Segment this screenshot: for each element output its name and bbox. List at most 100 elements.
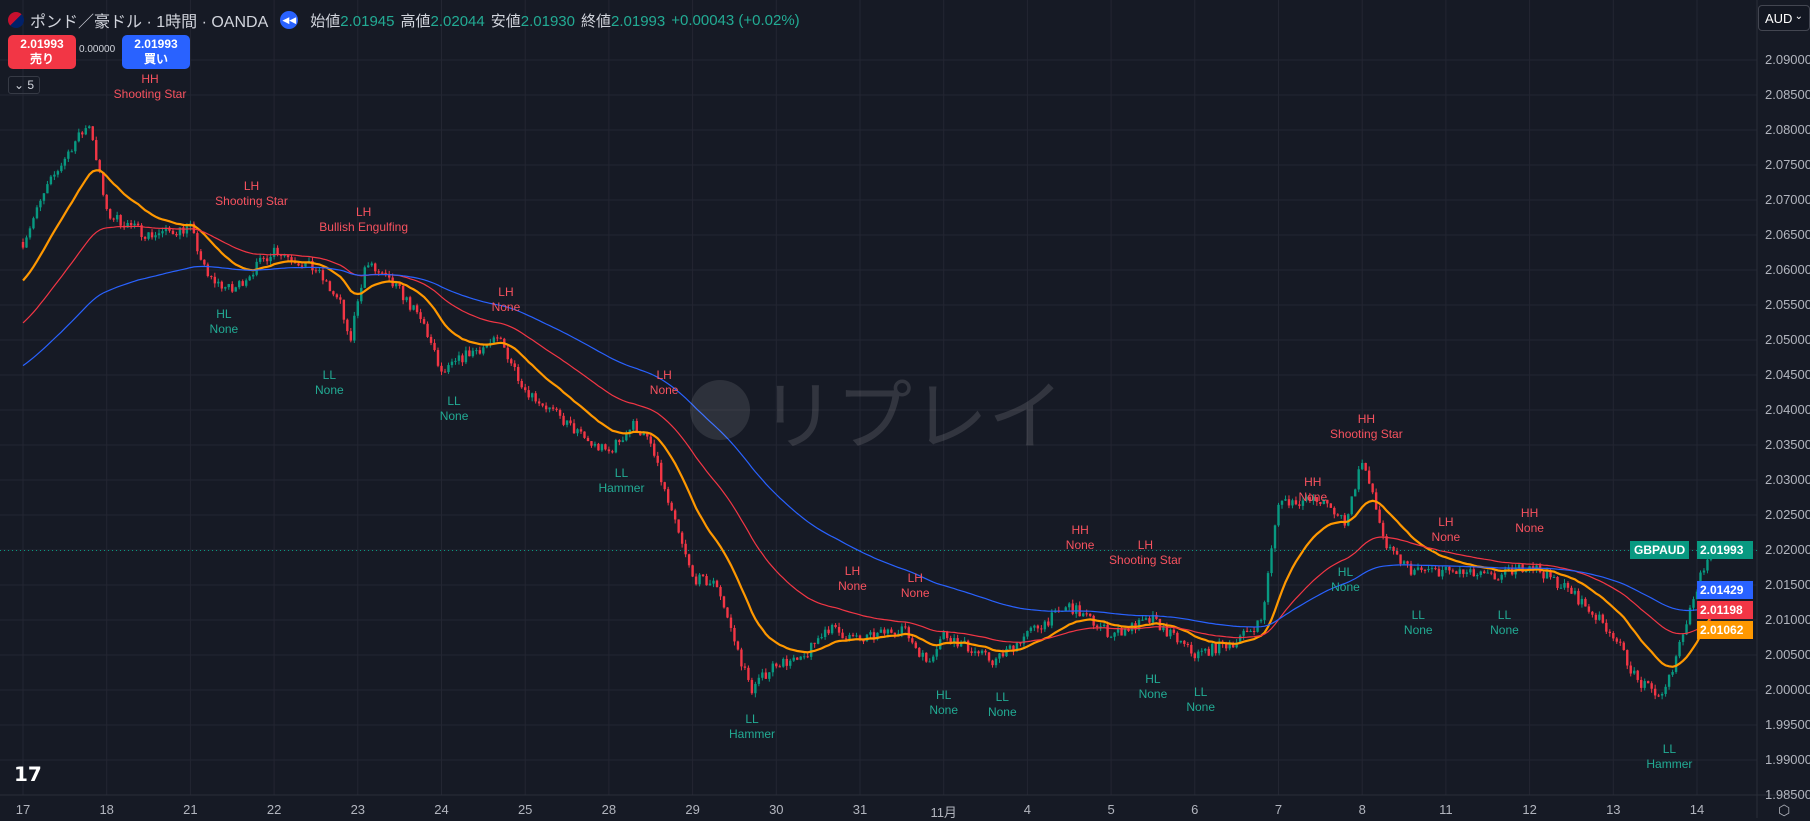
swing-type: LL: [614, 465, 629, 480]
candle-body: [496, 337, 499, 339]
indicators-toggle[interactable]: ⌄ 5: [8, 76, 41, 94]
candle-body: [1029, 627, 1033, 631]
ma_fast-line: [22, 169, 1712, 668]
candle-body: [768, 672, 771, 679]
candle-body: [1455, 571, 1458, 574]
candle-body: [356, 301, 359, 316]
candle-body: [1566, 583, 1570, 588]
candle-body: [1549, 570, 1552, 578]
candle-pattern: Hammer: [729, 727, 776, 742]
candle-body: [1228, 644, 1231, 649]
swing-type: HL: [936, 688, 952, 703]
candle-body: [1653, 688, 1657, 696]
candle-body: [1001, 653, 1005, 657]
ohlc-value: 2.01993: [611, 12, 666, 30]
candle-body: [855, 635, 858, 637]
candle-body: [231, 284, 234, 292]
swing-type: LH: [844, 563, 861, 578]
candle-body: [792, 657, 795, 661]
replay-icon: [690, 380, 750, 440]
candle-body: [893, 632, 897, 635]
replay-rewind-icon[interactable]: ◀◀: [280, 11, 299, 29]
candle-body: [1598, 614, 1601, 620]
candle-body: [342, 299, 346, 320]
candle-body: [1179, 640, 1183, 643]
candle-body: [147, 232, 150, 239]
price-axis-label: 2.08500: [1765, 87, 1810, 102]
candle-body: [1367, 470, 1371, 484]
candle-body: [942, 631, 945, 640]
swing-type: HH: [1071, 523, 1089, 538]
candle-body: [314, 270, 318, 272]
candle-body: [1678, 641, 1681, 657]
candle-body: [433, 342, 436, 351]
date-axis-label: 29: [685, 802, 700, 817]
candle-body: [1298, 504, 1301, 506]
tradingview-logo[interactable]: 𝟭𝟳: [14, 764, 42, 786]
candle-pattern: Shooting Star: [215, 194, 288, 209]
candle-body: [1483, 571, 1486, 574]
buy-button[interactable]: 2.01993 買い: [122, 35, 190, 69]
candle-body: [1381, 522, 1385, 537]
settings-icon[interactable]: ⬡: [1778, 802, 1791, 818]
candle-body: [1646, 681, 1650, 684]
sell-button[interactable]: 2.01993 売り: [8, 35, 76, 69]
pattern-label: LL None: [1490, 608, 1519, 638]
price-axis-label: 1.99000: [1765, 752, 1810, 767]
pattern-label: LL None: [988, 690, 1017, 720]
candle-body: [1441, 569, 1444, 577]
candle-body: [447, 365, 450, 373]
candle-body: [646, 433, 649, 437]
candle-body: [478, 350, 482, 354]
candle-body: [81, 132, 84, 135]
candle-pattern: None: [1186, 699, 1215, 714]
candle-body: [816, 638, 820, 644]
candle-body: [680, 532, 684, 544]
candle-body: [684, 543, 687, 555]
pattern-label: HH None: [1066, 523, 1095, 553]
candle-body: [635, 420, 638, 432]
candle-body: [1594, 614, 1598, 620]
candle-body: [1120, 628, 1123, 636]
candle-body: [475, 350, 478, 352]
candle-body: [35, 207, 39, 219]
candle-body: [1319, 501, 1322, 505]
candle-body: [977, 651, 980, 654]
swing-type: LH: [243, 179, 260, 194]
pattern-label: LL None: [1404, 608, 1433, 638]
candle-body: [419, 312, 422, 320]
candle-body: [1688, 607, 1692, 625]
candle-body: [412, 305, 415, 310]
candle-body: [1503, 569, 1507, 575]
candle-body: [241, 281, 244, 286]
candle-body: [1294, 500, 1298, 505]
currency-dropdown[interactable]: AUD ⌄: [1758, 5, 1810, 31]
candle-body: [687, 554, 691, 566]
candle-body: [251, 274, 255, 277]
candle-body: [1706, 559, 1709, 571]
date-axis-label: 8: [1358, 802, 1366, 817]
candle-body: [39, 200, 42, 208]
swing-type: LL: [1662, 742, 1677, 757]
candle-body: [1012, 645, 1015, 652]
candle-body: [799, 656, 802, 660]
candle-body: [213, 276, 217, 284]
candle-body: [1008, 645, 1012, 649]
candle-body: [1354, 489, 1357, 497]
candle-body: [754, 683, 757, 694]
candle-body: [1605, 622, 1608, 632]
symbol-title[interactable]: ポンド／豪ドル · 1時間 · OANDA: [30, 14, 269, 31]
date-axis-label: 12: [1522, 802, 1537, 817]
candle-body: [1420, 567, 1423, 570]
pattern-label: HL None: [1139, 672, 1168, 702]
candle-body: [1033, 625, 1036, 628]
candle-body: [133, 223, 136, 226]
candle-body: [834, 624, 837, 627]
price-axis-label: 2.01500: [1765, 577, 1810, 592]
candle-body: [656, 455, 659, 463]
candle-body: [949, 638, 952, 644]
candle-body: [806, 656, 809, 658]
candle-body: [809, 642, 813, 657]
candle-body: [1476, 574, 1479, 577]
